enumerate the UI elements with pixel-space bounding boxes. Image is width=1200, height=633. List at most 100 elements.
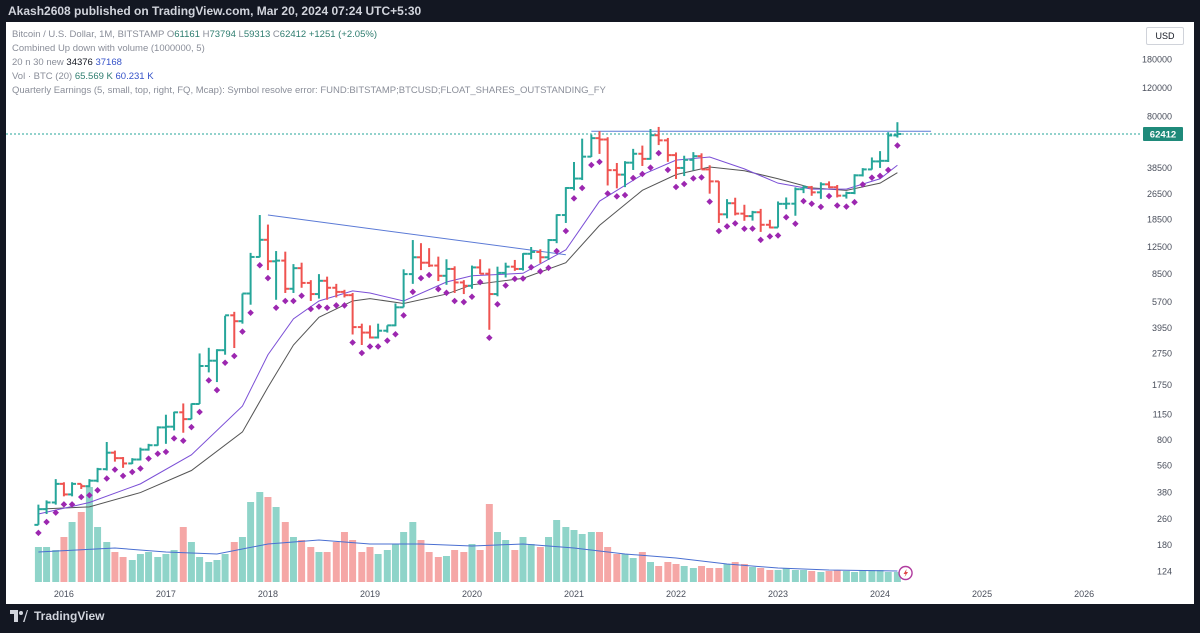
signal-dot	[366, 343, 374, 350]
volume-bar	[460, 552, 468, 582]
signal-dot	[486, 334, 493, 342]
volume-bar	[613, 554, 621, 582]
volume-bar	[485, 504, 493, 582]
y-tick-label: 180	[1157, 540, 1172, 550]
signal-dot	[876, 172, 884, 180]
y-tick-label: 1750	[1152, 380, 1172, 390]
y-tick-label: 8500	[1152, 269, 1172, 279]
signal-dot	[604, 190, 611, 197]
volume-bar	[442, 556, 450, 582]
x-tick-label: 2026	[1074, 589, 1094, 599]
volume-bar	[782, 568, 790, 582]
volume-bar	[128, 560, 136, 582]
volume-bar	[766, 570, 774, 582]
volume-bar	[825, 571, 833, 582]
ma-line-purple	[38, 156, 898, 515]
signal-dot	[341, 302, 348, 309]
signal-dot	[264, 274, 272, 282]
legend-indicator-volume[interactable]: Vol · BTC (20) 65.569 K 60.231 K	[12, 70, 606, 84]
signal-dot	[307, 305, 315, 313]
volume-bar	[842, 571, 850, 582]
volume-bar	[451, 550, 459, 582]
signal-dot	[196, 408, 203, 416]
signal-dot	[111, 466, 119, 473]
signal-dot	[613, 193, 621, 200]
signal-dot	[868, 174, 876, 181]
volume-bar	[307, 547, 315, 582]
signal-dot	[741, 225, 748, 233]
vol-value-1: 65.569 K	[74, 71, 113, 82]
volume-bar	[715, 568, 723, 582]
ma-value-1: 34376	[66, 57, 93, 68]
trendline[interactable]	[267, 214, 566, 256]
currency-button[interactable]: USD	[1146, 27, 1184, 45]
signal-dot	[323, 304, 331, 312]
y-tick-label: 380	[1157, 488, 1172, 498]
y-tick-label: 124	[1157, 566, 1172, 576]
signal-dot	[77, 493, 85, 501]
volume-bar	[417, 540, 425, 582]
signal-dot	[94, 486, 101, 494]
signal-dot	[596, 158, 603, 166]
legend-indicator-earnings[interactable]: Quarterly Earnings (5, small, top, right…	[12, 85, 606, 96]
volume-bar	[111, 552, 119, 582]
signal-dot	[180, 437, 187, 444]
legend-indicator-ma[interactable]: 20 n 30 new 34376 37168	[12, 56, 606, 70]
signal-dot	[843, 203, 850, 210]
volume-bar	[706, 568, 714, 582]
volume-bar	[893, 572, 901, 582]
signal-dot	[205, 377, 213, 384]
signal-dot	[374, 343, 382, 350]
legend-indicator-combined[interactable]: Combined Up down with volume (1000000, 5…	[12, 43, 205, 54]
volume-bar	[94, 527, 102, 582]
x-tick-label: 2022	[666, 589, 686, 599]
y-tick-label: 2750	[1152, 348, 1172, 358]
signal-dot	[460, 298, 468, 306]
signal-dot	[859, 181, 866, 188]
chart-area[interactable]	[6, 22, 1194, 612]
volume-bar	[800, 570, 808, 582]
volume-bar	[494, 532, 501, 582]
legend-symbol[interactable]: Bitcoin / U.S. Dollar, 1M, BITSTAMP	[12, 29, 165, 40]
volume-bar	[808, 571, 816, 582]
volume-bar	[723, 564, 731, 582]
volume-bar	[562, 527, 570, 582]
volume-bar	[511, 550, 519, 582]
signal-dot	[894, 142, 901, 149]
tradingview-icon	[10, 610, 28, 622]
volume-bar	[647, 562, 654, 582]
volume-bar	[238, 537, 246, 582]
tradingview-logo[interactable]: TradingView	[10, 609, 104, 623]
vol-label: Vol · BTC (20)	[12, 71, 73, 82]
volume-bar	[136, 554, 144, 582]
signal-dot	[103, 475, 111, 482]
volume-bar	[154, 557, 162, 582]
volume-bar	[281, 522, 289, 582]
y-tick-label: 80000	[1147, 112, 1172, 122]
signal-dot	[749, 225, 756, 232]
y-tick-label: 800	[1157, 435, 1172, 445]
volume-bar	[689, 568, 697, 582]
price-tag-label: 62412	[1150, 129, 1176, 140]
volume-bar	[570, 530, 578, 582]
signal-dot	[154, 450, 162, 457]
legend-symbol-line: Bitcoin / U.S. Dollar, 1M, BITSTAMP O611…	[12, 28, 606, 42]
change-value: +1251 (+2.05%)	[308, 29, 377, 40]
volume-bar	[884, 572, 892, 582]
signal-dot	[451, 297, 458, 305]
volume-bar	[698, 566, 706, 582]
signal-dot	[239, 328, 246, 335]
volume-bar	[230, 542, 238, 582]
volume-bar	[774, 570, 782, 582]
signal-dot	[213, 386, 221, 394]
volume-bar	[545, 537, 552, 582]
signal-dot	[655, 149, 662, 157]
volume-bar	[553, 520, 561, 582]
volume-bar	[349, 540, 357, 582]
signal-dot	[511, 275, 519, 283]
signal-dot	[425, 271, 433, 279]
volume-bar	[196, 557, 204, 582]
volume-bar	[587, 532, 595, 582]
